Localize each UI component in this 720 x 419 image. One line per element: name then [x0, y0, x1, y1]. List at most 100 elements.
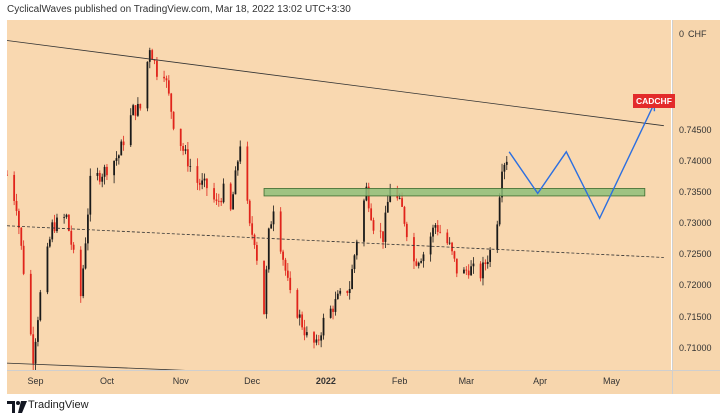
candle-body [103, 166, 106, 177]
candle-body [446, 232, 449, 244]
candle-body [420, 261, 423, 263]
candle-body [386, 201, 389, 213]
candle-body [251, 223, 254, 235]
symbol-price-badge: CADCHF [633, 94, 675, 108]
candle-body [72, 244, 75, 250]
time-tick-label: May [602, 376, 621, 386]
candle-body [56, 217, 58, 232]
candle-body [363, 200, 365, 242]
publisher-header: CyclicalWaves published on TradingView.c… [0, 0, 720, 20]
candle-body [346, 290, 349, 294]
candle-body [63, 217, 66, 218]
candles-layer [7, 47, 508, 370]
candle-body [122, 141, 125, 146]
candle-body [70, 230, 73, 245]
footer: TradingView [0, 395, 720, 419]
price-axis[interactable]: 0 CHF 0.74500 0.74000 0.73500 0.73000 0.72500 0… [672, 20, 720, 370]
candle-body [382, 231, 384, 242]
drawings-layer[interactable] [7, 40, 664, 370]
candle-body [87, 214, 89, 244]
price-tick-label: 0.73000 [679, 218, 712, 229]
candle-body [163, 76, 165, 79]
candle-body [151, 50, 154, 60]
candle-body [115, 158, 118, 161]
candle-body [272, 211, 275, 225]
candle-body [172, 111, 175, 129]
candle-body [489, 249, 492, 262]
tradingview-brand: TradingView [28, 399, 89, 411]
candle-body [84, 243, 87, 269]
candle-body [215, 199, 218, 201]
candle-body [222, 183, 225, 203]
time-axis[interactable]: Sep Oct Nov Dec 2022 Feb Mar Apr May [7, 370, 672, 394]
publisher-text: CyclicalWaves published on TradingView.c… [7, 4, 351, 15]
candle-body [51, 222, 54, 240]
candle-body [120, 141, 123, 156]
candle-body [372, 220, 375, 231]
candle-body [484, 262, 487, 265]
candle-body [315, 339, 318, 343]
candle-body [296, 289, 299, 318]
candle-body [434, 225, 437, 228]
candle-body [370, 208, 373, 221]
candle-body [217, 200, 220, 202]
time-tick-label: Apr [533, 376, 548, 386]
price-tick-label: 0.74000 [679, 156, 712, 167]
projection-path [508, 103, 655, 220]
time-tick-label: 2022 [315, 376, 336, 386]
candle-body [48, 239, 51, 247]
candle-body [320, 335, 323, 341]
candle-body [53, 222, 56, 232]
price-tick-label: 0 CHF [679, 29, 707, 39]
candle-body [65, 214, 68, 218]
candle-body [417, 262, 420, 266]
candle-body [248, 200, 251, 224]
candle-body [339, 290, 342, 294]
candle-body [313, 332, 315, 343]
candle-body [498, 197, 501, 225]
price-chart[interactable] [7, 20, 671, 370]
candle-body [236, 161, 239, 171]
candle-body [448, 242, 451, 244]
candle-body [170, 93, 173, 112]
candle-body [496, 224, 499, 250]
candle-body [17, 210, 20, 228]
candle-body [303, 327, 306, 336]
candle-body [234, 170, 237, 195]
candle-body [201, 180, 204, 185]
price-tick-label: 0.72000 [679, 280, 712, 291]
price-tick-label: 0.71000 [679, 342, 712, 353]
candle-body [182, 146, 185, 151]
candle-body [436, 225, 439, 232]
candle-body [246, 146, 249, 201]
candle-body [282, 251, 284, 260]
candle-body [398, 198, 401, 199]
candle-body [229, 183, 232, 210]
candle-body [405, 223, 408, 238]
price-tick-label: 0.74500 [679, 125, 712, 136]
candle-body [284, 259, 287, 271]
candle-body [89, 175, 92, 215]
candle-body [253, 234, 256, 246]
price-tick-label: 0.72500 [679, 249, 712, 260]
candle-body [336, 293, 339, 300]
support-zone-rectangle [263, 188, 646, 197]
candle-body [501, 171, 503, 198]
candle-body [432, 227, 434, 237]
candle-body [37, 320, 39, 342]
candle-body [132, 105, 135, 116]
time-tick-label: Nov [172, 376, 189, 386]
candle-body [46, 246, 49, 293]
candle-body [20, 227, 23, 246]
candle-body [98, 172, 101, 182]
candle-body [289, 277, 292, 290]
candle-body [184, 149, 187, 151]
candle-body [455, 258, 458, 274]
candle-body [186, 149, 189, 167]
candle-body [317, 339, 320, 341]
chart-pane[interactable] [7, 20, 671, 370]
candle-body [422, 254, 425, 262]
time-tick-label: Mar [458, 376, 475, 386]
candle-body [255, 245, 258, 261]
candle-body [367, 186, 370, 209]
